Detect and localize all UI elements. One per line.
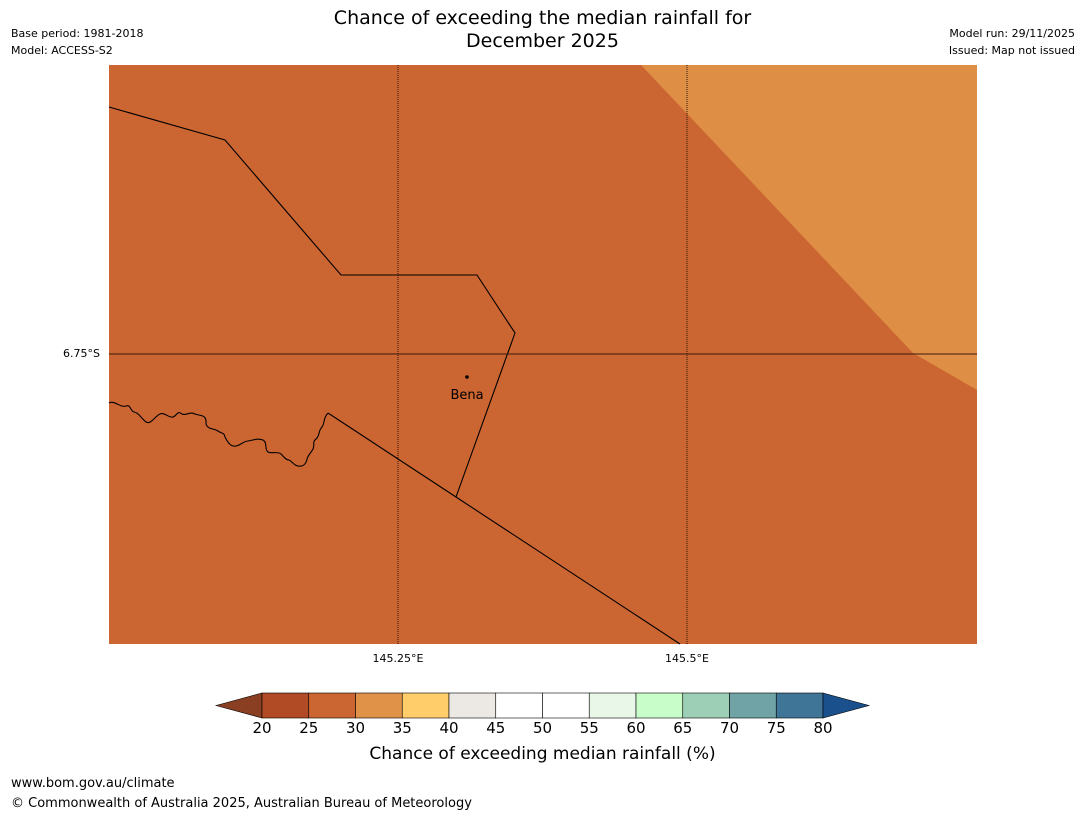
issued-status: Issued: Map not issued — [948, 44, 1075, 57]
colorbar-tick-60: 60 — [626, 719, 646, 737]
colorbar-segment-40-45 — [448, 692, 497, 719]
colorbar-label: Chance of exceeding median rainfall (%) — [369, 744, 716, 764]
latitude-label: 6.75°S — [63, 347, 100, 360]
colorbar-segment-55-60 — [588, 692, 637, 719]
colorbar-tick-55: 55 — [579, 719, 599, 737]
colorbar-tick-30: 30 — [345, 719, 366, 737]
model-name: Model: ACCESS-S2 — [11, 44, 113, 57]
colorbar-segment-25-30 — [308, 692, 356, 719]
province-border-north — [108, 106, 516, 498]
website-url: www.bom.gov.au/climate — [11, 776, 175, 791]
river-boundary — [108, 401, 329, 467]
longitude-label-145-25: 145.25°E — [372, 652, 424, 665]
colorbar-segment-20-25 — [261, 692, 310, 719]
title-line-2: December 2025 — [466, 30, 619, 52]
base-period: Base period: 1981-2018 — [11, 27, 144, 40]
colorbar-segment-70-75 — [729, 692, 777, 719]
colorbar-extend-low — [214, 692, 263, 719]
colorbar-tick-50: 50 — [532, 719, 553, 737]
colorbar-tick-35: 35 — [392, 719, 412, 737]
page-title: Chance of exceeding the median rainfall … — [0, 7, 1085, 53]
colorbar-segment-45-50 — [495, 692, 543, 719]
higher-chance-region — [641, 65, 977, 390]
colorbar-tick-70: 70 — [719, 719, 740, 737]
colorbar-segment-60-65 — [635, 692, 684, 719]
colorbar-segment-65-70 — [682, 692, 730, 719]
model-run: Model run: 29/11/2025 — [949, 27, 1075, 40]
colorbar-segment-50-55 — [542, 692, 590, 719]
colorbar-segments — [261, 692, 824, 719]
colorbar-tick-40: 40 — [439, 719, 459, 737]
colorbar-tick-75: 75 — [766, 719, 786, 737]
title-line-1: Chance of exceeding the median rainfall … — [333, 7, 752, 29]
longitude-label-145-5: 145.5°E — [665, 652, 709, 665]
colorbar-tick-80: 80 — [813, 719, 833, 737]
colorbar-tick-45: 45 — [486, 719, 506, 737]
colorbar-tick-20: 20 — [252, 719, 272, 737]
colorbar-tick-25: 25 — [299, 719, 319, 737]
copyright-notice: © Commonwealth of Australia 2025, Austra… — [11, 796, 472, 811]
colorbar-segment-30-35 — [355, 692, 403, 719]
bena-marker — [465, 375, 469, 379]
colorbar-tick-65: 65 — [673, 719, 693, 737]
bena-label: Bena — [450, 388, 484, 403]
province-border-south — [327, 412, 681, 645]
colorbar-extend-high — [822, 692, 871, 719]
colorbar-segment-35-40 — [401, 692, 450, 719]
colorbar-segment-75-80 — [775, 692, 824, 719]
